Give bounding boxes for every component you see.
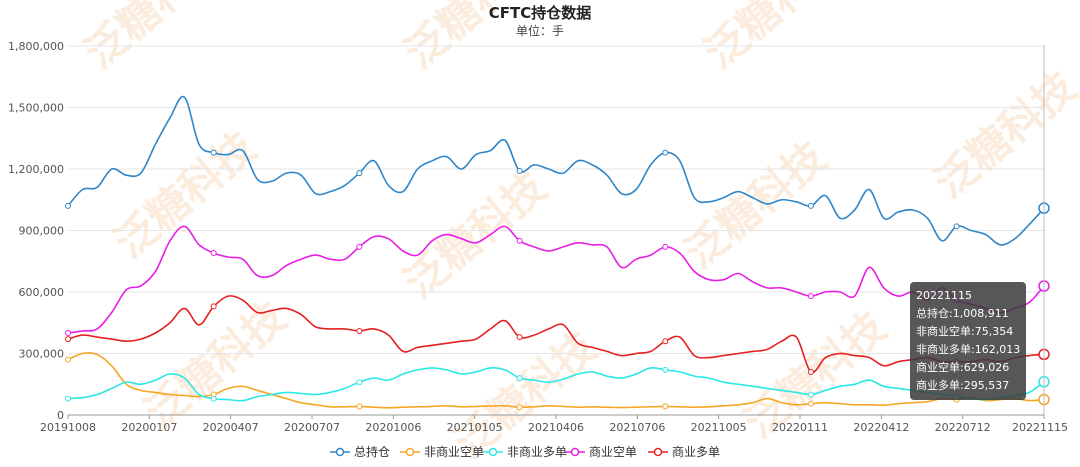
watermark-text: 泛糖科技 (75, 0, 235, 78)
series-point (807, 391, 814, 398)
y-tick-label: 1,200,000 (8, 163, 64, 176)
legend-label: 商业空单 (589, 444, 637, 459)
x-tick-label: 20221115 (1012, 421, 1068, 434)
series-point (65, 336, 71, 343)
x-tick-label: 20220412 (853, 421, 909, 434)
series-line (67, 366, 1045, 402)
series-point (662, 149, 669, 156)
series-point (662, 366, 669, 373)
series-point (807, 400, 814, 407)
series-line (67, 95, 1045, 246)
series-point (210, 250, 217, 257)
watermark-text: 泛糖科技 (925, 62, 1080, 208)
series-point (662, 403, 669, 410)
watermark-text: 泛糖科技 (105, 122, 265, 268)
x-tick-label: 20211005 (691, 421, 747, 434)
legend-marker (405, 447, 415, 457)
x-tick-label: 20201006 (365, 421, 421, 434)
y-tick-label: 1,500,000 (8, 102, 64, 115)
legend-item[interactable]: 商业多单 (648, 444, 720, 459)
legend-label: 总持仓 (354, 444, 390, 459)
legend-item[interactable]: 非商业多单 (483, 444, 567, 459)
series-point (807, 293, 814, 300)
series-point (356, 327, 363, 334)
y-tick-label: 900,000 (19, 225, 65, 238)
series-point (516, 168, 523, 175)
legend-marker (570, 447, 580, 457)
chart-subtitle: 单位：手 (516, 23, 564, 38)
tooltip-line: 非商业空单:75,354 (916, 324, 1013, 338)
series-point (65, 330, 71, 336)
x-tick-label: 20200407 (203, 421, 259, 434)
tooltip-box: 20221115 总持仓:1,008,911 非商业空单:75,354 非商业多单:1… (910, 282, 1026, 400)
y-tick-label: 0 (57, 409, 64, 422)
x-tick-label: 20191008 (40, 421, 96, 434)
series-line (67, 295, 1045, 374)
x-tick-label: 20210105 (447, 421, 503, 434)
series-point (356, 379, 363, 386)
y-tick-label: 1,800,000 (8, 40, 64, 53)
series-point (356, 243, 363, 250)
tooltip-line: 非商业多单:162,013 (916, 342, 1020, 356)
x-tick-label: 20210406 (528, 421, 584, 434)
x-tick-label: 20200707 (284, 421, 340, 434)
tooltip-line: 商业空单:629,026 (916, 360, 1009, 374)
chart-title: CFTC持仓数据 (489, 4, 592, 22)
tooltip-date: 20221115 (916, 289, 972, 302)
series-point (662, 338, 669, 345)
legend-marker (335, 447, 345, 457)
legend-label: 非商业空单 (424, 444, 484, 459)
series-point (210, 149, 217, 156)
series-point (210, 395, 217, 402)
series-point (65, 356, 71, 363)
series-point (516, 334, 523, 341)
series-point (516, 237, 523, 244)
y-axis-ticks: 0 300,000 600,000 900,000 1,200,000 1,500,000… (8, 40, 64, 422)
series-point (516, 404, 523, 411)
tooltip-background (910, 282, 1026, 400)
series-point (516, 375, 523, 382)
series-line (67, 352, 1045, 409)
series-point (210, 303, 217, 310)
series-point (662, 243, 669, 250)
watermark-text: 泛糖科技 (695, 0, 855, 78)
x-axis-ticks: 20191008 20200107 20200407 20200707 20201006… (40, 415, 1068, 434)
x-tick-label: 20210706 (609, 421, 665, 434)
watermark-text: 泛糖科技 (135, 292, 295, 438)
tooltip-line: 总持仓:1,008,911 (916, 306, 1009, 320)
series-lines (65, 95, 1050, 411)
series-point (807, 202, 814, 209)
series-line (67, 225, 1045, 334)
x-tick-label: 20220111 (772, 421, 828, 434)
watermark-text: 泛糖科技 (395, 162, 555, 308)
series-point (356, 403, 363, 410)
series-point (953, 223, 960, 230)
legend-label: 商业多单 (672, 444, 720, 459)
series-point (356, 170, 363, 177)
series-point (65, 395, 71, 402)
legend-item[interactable]: 商业空单 (565, 444, 637, 459)
x-tick-label: 20220712 (935, 421, 991, 434)
legend-item[interactable]: 非商业空单 (400, 444, 484, 459)
legend-marker (653, 447, 663, 457)
series-point (65, 202, 71, 209)
legend-label: 非商业多单 (507, 444, 567, 459)
series-point (807, 368, 814, 375)
x-tick-label: 20200107 (121, 421, 177, 434)
legend-item[interactable]: 总持仓 (330, 444, 390, 459)
legend[interactable]: 总持仓 非商业空单 非商业多单 商业空单 商业多单 (330, 444, 720, 459)
legend-marker (488, 447, 498, 457)
y-tick-label: 600,000 (19, 286, 65, 299)
y-tick-label: 300,000 (19, 348, 65, 361)
tooltip-line: 商业多单:295,537 (916, 378, 1009, 392)
